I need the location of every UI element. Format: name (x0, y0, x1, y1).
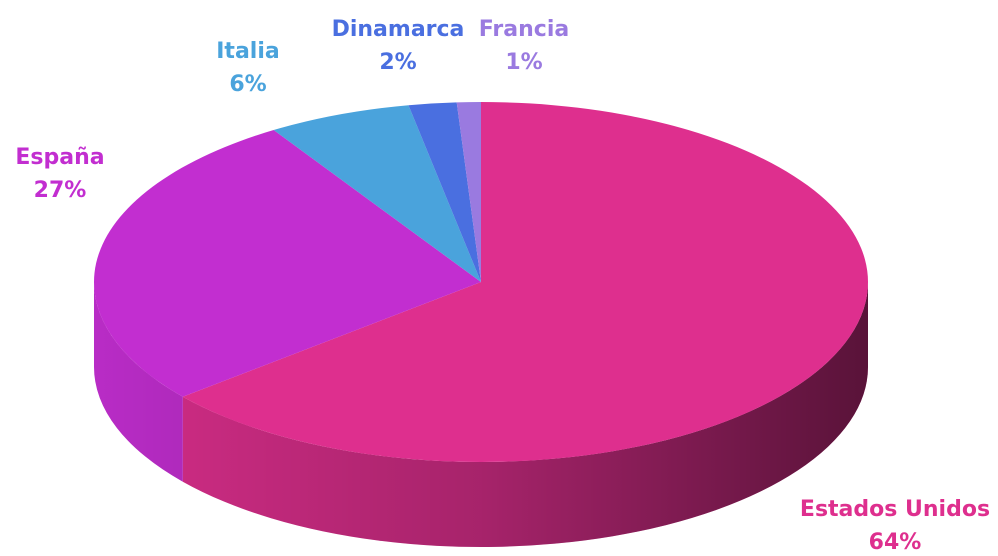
pie-slice (93, 130, 481, 397)
slice-value-label: 6% (229, 72, 266, 97)
pie-slice (408, 102, 481, 282)
pie-slice (182, 102, 868, 462)
pie-side-shade (182, 282, 868, 547)
pie-side-shade (94, 282, 183, 482)
slice-label: España (15, 145, 104, 170)
pie-slice (273, 105, 481, 282)
slice-label: Francia (479, 17, 569, 42)
slice-label: Estados Unidos (800, 497, 990, 522)
pie-slice (456, 102, 481, 282)
slice-label: Italia (216, 39, 279, 64)
slice-value-label: 2% (379, 50, 416, 75)
slice-value-label: 64% (869, 530, 922, 555)
slice-label: Dinamarca (332, 17, 465, 42)
slice-value-label: 1% (505, 50, 542, 75)
slice-value-label: 27% (34, 178, 87, 203)
